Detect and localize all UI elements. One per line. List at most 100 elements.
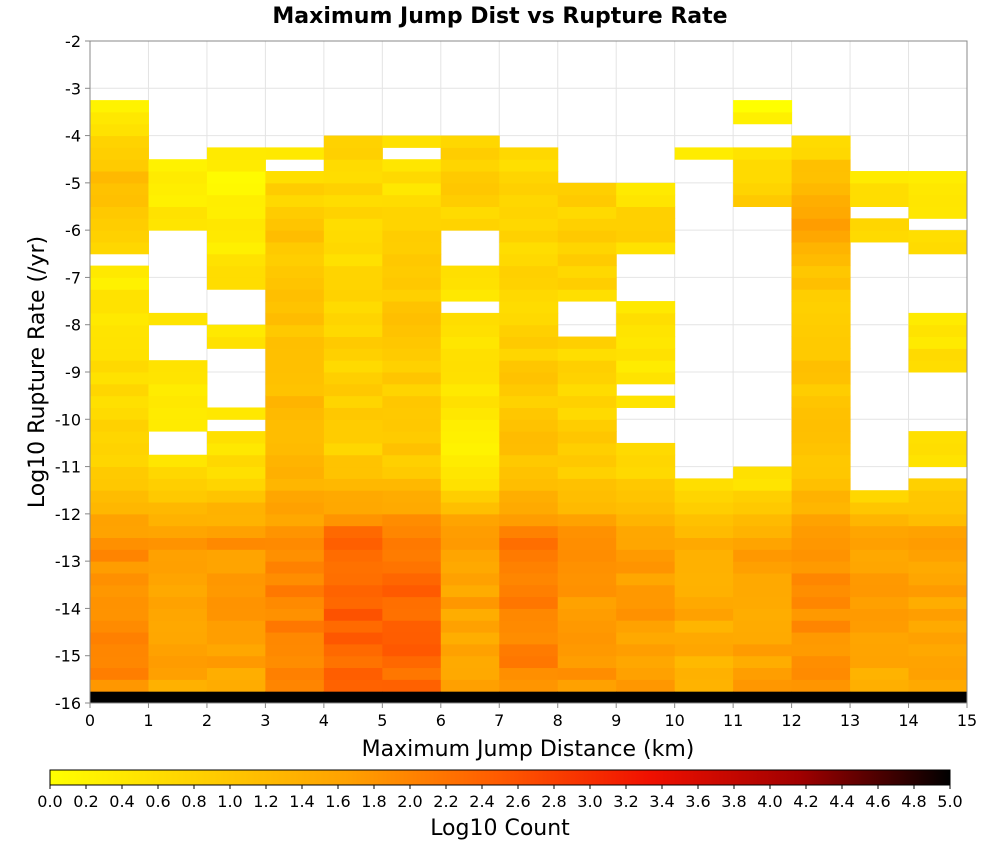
x-tick-label: 12 <box>781 711 801 730</box>
heatmap-cell <box>323 324 383 338</box>
heatmap-cell <box>382 419 442 432</box>
heatmap-cell <box>733 632 793 645</box>
heatmap-cell <box>616 502 676 515</box>
heatmap-cell <box>323 159 383 172</box>
colorbar-tick-label: 2.8 <box>541 792 566 811</box>
heatmap-cell <box>382 691 442 704</box>
heatmap-cell <box>148 312 208 326</box>
heatmap-cell <box>90 490 149 503</box>
colorbar-tick-label: 1.4 <box>289 792 314 811</box>
heatmap-cell <box>557 513 617 527</box>
heatmap-cell <box>557 241 617 255</box>
heatmap-cell <box>90 395 149 408</box>
heatmap-cell <box>382 620 442 633</box>
x-tick-label: 9 <box>611 711 621 730</box>
heatmap-cell <box>733 584 793 598</box>
heatmap-cell <box>148 608 208 621</box>
heatmap-cell <box>265 466 325 479</box>
heatmap-cell <box>206 442 266 456</box>
heatmap-cell <box>440 513 500 527</box>
heatmap-cell <box>908 584 968 598</box>
heatmap-cell <box>206 182 266 196</box>
heatmap-cell <box>616 691 676 704</box>
heatmap-cell <box>499 360 559 373</box>
heatmap-cell <box>148 194 208 207</box>
heatmap-cell <box>323 289 383 302</box>
heatmap-cell <box>499 218 559 231</box>
heatmap-cell <box>382 655 442 669</box>
colorbar-tick-label: 0.0 <box>37 792 62 811</box>
heatmap-cell <box>557 620 617 633</box>
y-tick-label: -3 <box>65 79 81 98</box>
colorbar-tick-label: 1.0 <box>217 792 242 811</box>
heatmap-cell <box>265 632 325 645</box>
heatmap-cell <box>90 171 149 184</box>
heatmap-cell <box>850 194 910 207</box>
heatmap-cell <box>791 431 851 444</box>
heatmap-cell <box>733 182 793 196</box>
heatmap-cell <box>382 561 442 574</box>
heatmap-cell <box>499 525 559 538</box>
heatmap-cell <box>265 218 325 231</box>
heatmap-cell <box>616 513 676 527</box>
heatmap-cell <box>382 584 442 598</box>
heatmap-cell <box>908 608 968 621</box>
heatmap-cell <box>382 253 442 267</box>
heatmap-cell <box>323 608 383 621</box>
heatmap-cell <box>440 324 500 338</box>
x-tick-label: 7 <box>494 711 504 730</box>
heatmap-cell <box>323 206 383 219</box>
heatmap-cell <box>440 372 500 385</box>
colorbar-tick-label: 4.2 <box>793 792 818 811</box>
heatmap-cell <box>499 348 559 361</box>
heatmap-cell <box>850 513 910 527</box>
heatmap-cell <box>557 348 617 361</box>
heatmap-cell <box>382 466 442 479</box>
heatmap-cell <box>791 572 851 586</box>
heatmap-cell <box>323 584 383 598</box>
heatmap-cell <box>499 490 559 503</box>
heatmap-cell <box>674 513 734 527</box>
heatmap-cell <box>791 442 851 456</box>
heatmap-cell <box>206 620 266 633</box>
heatmap-cell <box>148 360 208 373</box>
heatmap-cell <box>440 147 500 160</box>
heatmap-cell <box>206 265 266 278</box>
heatmap-cell <box>499 182 559 196</box>
heatmap-cell <box>148 490 208 503</box>
heatmap-cell <box>674 537 734 550</box>
heatmap-cell <box>382 159 442 172</box>
heatmap-cell <box>791 490 851 503</box>
heatmap-cell <box>148 395 208 408</box>
heatmap-cell <box>265 372 325 385</box>
heatmap-cell <box>557 277 617 290</box>
heatmap-cell <box>323 442 383 456</box>
heatmap-cell <box>265 171 325 184</box>
heatmap-cell <box>557 395 617 408</box>
heatmap-cell <box>616 372 676 385</box>
heatmap-cell <box>206 407 266 420</box>
heatmap-cell <box>440 135 500 148</box>
heatmap-cell <box>733 159 793 172</box>
heatmap-cell <box>557 182 617 196</box>
heatmap-cell <box>148 596 208 609</box>
colorbar-ticks: 0.0 0.2 0.4 0.6 0.8 1.0 1.2 1.4 1.6 1.8 2.0 2.2 2.4 2… <box>37 785 963 811</box>
heatmap-cell <box>90 691 149 704</box>
heatmap-cell <box>206 525 266 538</box>
x-tick-label: 11 <box>723 711 743 730</box>
heatmap-cell <box>616 608 676 621</box>
heatmap-cell <box>323 218 383 231</box>
heatmap-cell <box>323 596 383 609</box>
x-tick-label: 1 <box>143 711 153 730</box>
heatmap-cell <box>382 596 442 609</box>
heatmap-cell <box>323 632 383 645</box>
heatmap-cell <box>382 312 442 326</box>
heatmap-cell <box>499 407 559 420</box>
heatmap-cell <box>382 442 442 456</box>
heatmap-cell <box>90 135 149 148</box>
heatmap-cell <box>90 561 149 574</box>
colorbar-tick-label: 0.6 <box>145 792 170 811</box>
heatmap-cell <box>908 478 968 491</box>
heatmap-cell <box>616 442 676 456</box>
heatmap-cell <box>557 372 617 385</box>
